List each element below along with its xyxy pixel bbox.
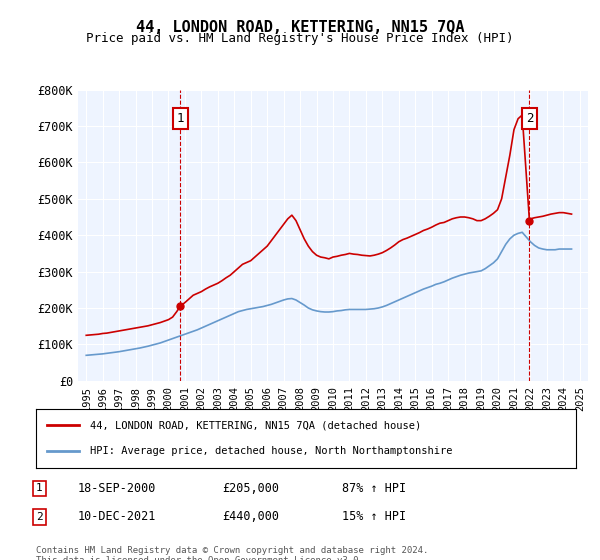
Text: 1: 1: [36, 483, 43, 493]
Text: 2: 2: [36, 512, 43, 522]
Text: £205,000: £205,000: [222, 482, 279, 495]
Text: 44, LONDON ROAD, KETTERING, NN15 7QA (detached house): 44, LONDON ROAD, KETTERING, NN15 7QA (de…: [90, 420, 421, 430]
Text: £440,000: £440,000: [222, 510, 279, 524]
Text: 2: 2: [526, 112, 533, 125]
Text: 1: 1: [176, 112, 184, 125]
Text: Price paid vs. HM Land Registry's House Price Index (HPI): Price paid vs. HM Land Registry's House …: [86, 32, 514, 45]
Text: 87% ↑ HPI: 87% ↑ HPI: [342, 482, 406, 495]
Text: 44, LONDON ROAD, KETTERING, NN15 7QA: 44, LONDON ROAD, KETTERING, NN15 7QA: [136, 20, 464, 35]
Text: 15% ↑ HPI: 15% ↑ HPI: [342, 510, 406, 524]
Text: 10-DEC-2021: 10-DEC-2021: [78, 510, 157, 524]
Text: 18-SEP-2000: 18-SEP-2000: [78, 482, 157, 495]
Text: HPI: Average price, detached house, North Northamptonshire: HPI: Average price, detached house, Nort…: [90, 446, 452, 456]
Text: Contains HM Land Registry data © Crown copyright and database right 2024.
This d: Contains HM Land Registry data © Crown c…: [36, 546, 428, 560]
